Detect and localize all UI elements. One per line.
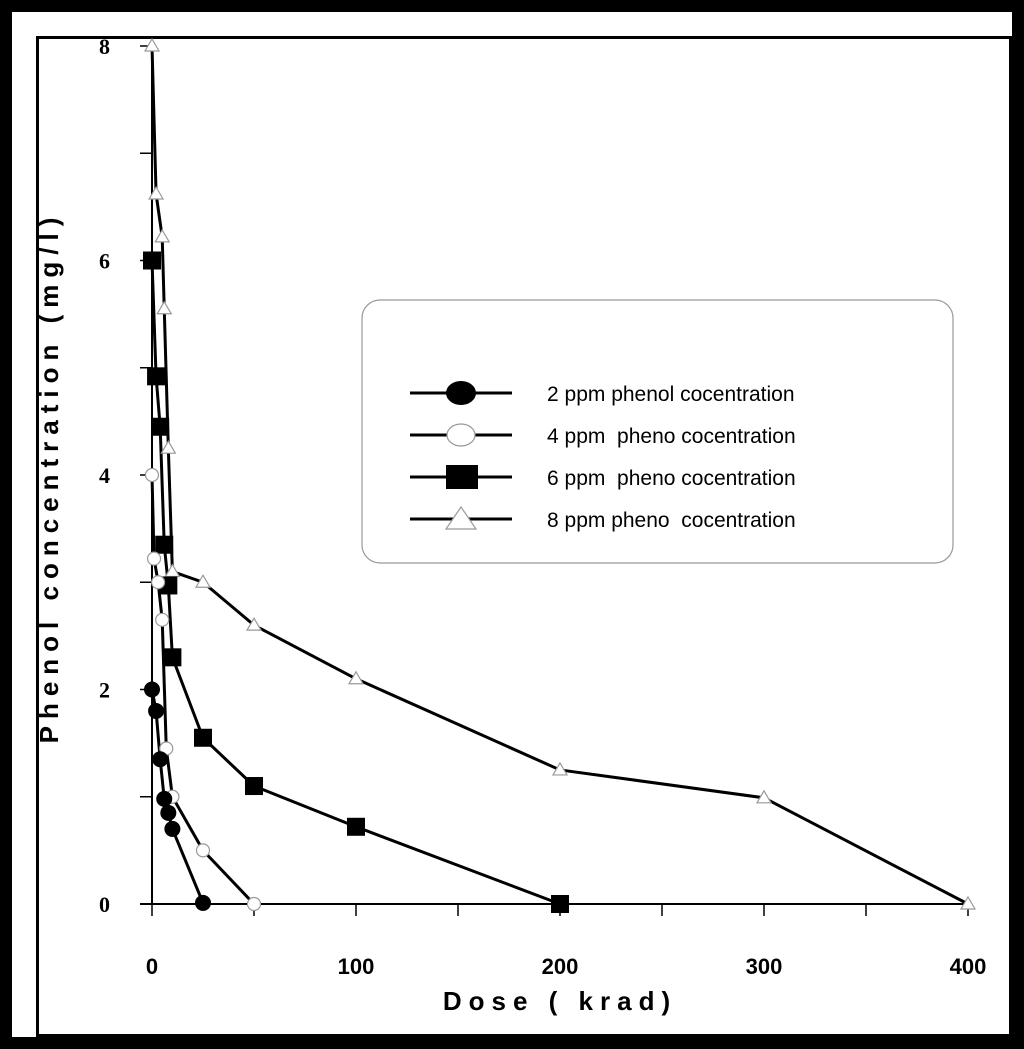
legend-label: 8 ppm pheno cocentration: [547, 509, 796, 532]
x-axis-title: Dose ( krad): [443, 986, 677, 1016]
x-tick-label: 200: [542, 954, 579, 979]
data-point: [144, 681, 160, 698]
data-point: [194, 574, 212, 588]
data-point: [163, 648, 182, 667]
legend-label: 2 ppm phenol cocentration: [547, 383, 795, 406]
data-point: [160, 804, 177, 821]
data-point: [245, 777, 263, 796]
y-tick-label: 2: [99, 678, 110, 703]
data-point: [151, 417, 170, 436]
data-point: [160, 439, 177, 454]
data-point: [155, 612, 170, 627]
x-tick-label: 100: [338, 954, 375, 979]
data-point: [156, 300, 173, 315]
legend-marker: [446, 465, 478, 489]
data-point: [148, 702, 165, 719]
legend-marker: [446, 381, 476, 405]
series-3: [150, 260, 561, 906]
data-point: [151, 575, 166, 590]
data-point: [551, 761, 569, 776]
data-point: [155, 535, 174, 554]
data-point: [755, 789, 773, 804]
legend: 2 ppm phenol cocentration 4 ppm pheno coc…: [361, 299, 954, 564]
legend-item-2: 4 ppm pheno cocentration: [410, 423, 796, 448]
data-point: [146, 551, 162, 566]
data-point: [154, 228, 171, 243]
data-point: [551, 895, 569, 913]
data-point: [194, 728, 212, 747]
data-point: [147, 367, 166, 386]
data-point: [156, 790, 173, 807]
data-point: [144, 467, 160, 483]
x-tick-label: 300: [746, 954, 783, 979]
data-point: [143, 37, 161, 52]
data-point: [143, 251, 161, 270]
legend-marker: [444, 505, 478, 530]
data-point: [148, 185, 165, 200]
legend-item-3: 6 ppm pheno cocentration: [410, 465, 796, 490]
series-line: [150, 260, 561, 906]
x-tick-label: 400: [950, 954, 987, 979]
y-tick-label: 4: [99, 463, 110, 488]
legend-item-4: 8 ppm pheno cocentration: [410, 505, 796, 532]
data-point: [246, 896, 262, 912]
axes: 0 100 200 300 400 0 2 4 6 8: [99, 34, 986, 979]
y-tick-label: 6: [99, 249, 110, 274]
legend-item-1: 2 ppm phenol cocentration: [410, 381, 795, 406]
data-point: [347, 817, 365, 836]
legend-box: [361, 299, 954, 564]
series-1-markers: [144, 681, 211, 911]
y-tick-label: 0: [99, 892, 110, 917]
legend-label: 6 ppm pheno cocentration: [547, 467, 796, 490]
data-point: [152, 751, 169, 768]
x-tick-label: 0: [146, 954, 158, 979]
data-point: [164, 820, 181, 837]
legend-marker: [446, 423, 476, 447]
data-point: [195, 843, 211, 858]
data-point: [347, 670, 365, 685]
legend-label: 4 ppm pheno cocentration: [547, 425, 796, 448]
data-point: [195, 894, 211, 911]
series-4-markers: [143, 37, 977, 910]
series-layer: [143, 37, 977, 913]
data-point: [245, 616, 263, 631]
y-axis-title: Phenol concentration (mg/l): [34, 211, 64, 744]
series-3-markers: [143, 251, 569, 913]
y-tick-label: 8: [99, 34, 110, 59]
series-4: [150, 45, 969, 906]
data-point: [959, 895, 977, 910]
series-line: [150, 45, 969, 906]
